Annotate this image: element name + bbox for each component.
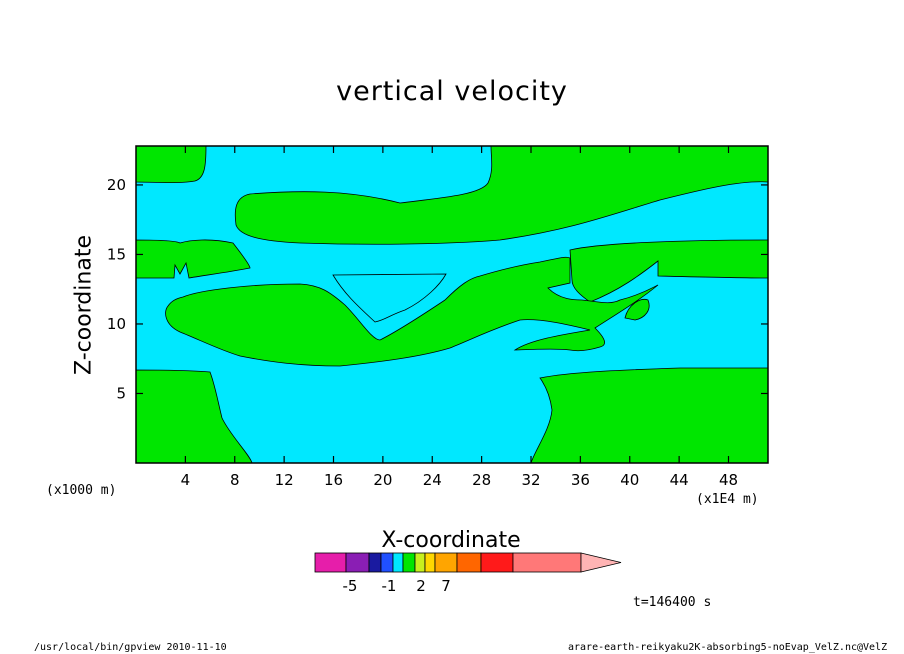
x-tick-label: 36: [571, 471, 590, 489]
x-tick-label: 8: [230, 471, 240, 489]
y-unit-label: (x1000 m): [46, 483, 117, 498]
colorbar-segment: [414, 552, 426, 573]
colorbar-segment: [434, 552, 458, 573]
colorbar-segment: [368, 552, 382, 573]
positive-region-middle: [165, 256, 659, 367]
colorbar-segment: [424, 552, 436, 573]
positive-region-bottom-right: [530, 367, 769, 464]
colorbar-segment: [480, 552, 514, 573]
colorbar-segment: [456, 552, 482, 573]
footer-left: /usr/local/bin/gpview 2010-11-10: [34, 642, 227, 653]
chart-title: vertical velocity: [336, 76, 568, 107]
x-tick-label: 48: [719, 471, 738, 489]
positive-island-small: [624, 298, 650, 321]
x-tick-label: 28: [472, 471, 491, 489]
x-tick-label: 24: [423, 471, 442, 489]
y-tick-label: 20: [107, 176, 126, 194]
x-tick-label: 12: [275, 471, 294, 489]
colorbar-segment: [314, 552, 347, 573]
positive-region-top: [135, 145, 207, 184]
x-unit-label: (x1E4 m): [696, 492, 759, 507]
colorbar-tick-label: 2: [416, 577, 426, 595]
positive-region-upper-band: [234, 145, 769, 245]
colorbar-tick-label: -5: [343, 577, 358, 595]
colorbar-segment: [380, 552, 394, 573]
colorbar-segment: [512, 552, 582, 573]
x-tick-label: 32: [521, 471, 540, 489]
y-tick-label: 5: [116, 384, 126, 402]
plot-frame: [135, 145, 769, 464]
colorbar-tick-label: 7: [441, 577, 451, 595]
negative-island-middle: [332, 273, 447, 323]
x-axis-label: X-coordinate: [381, 528, 521, 553]
time-label: t=146400 s: [633, 595, 712, 610]
y-tick-label: 15: [107, 245, 126, 263]
plot-area: [135, 145, 769, 464]
x-tick-label: 4: [181, 471, 191, 489]
colorbar-arrow: [580, 552, 622, 573]
x-tick-label: 20: [373, 471, 392, 489]
colorbar-segment: [402, 552, 416, 573]
colorbar-segment: [345, 552, 370, 573]
x-tick-label: 16: [324, 471, 343, 489]
footer-right: arare-earth-reikyaku2K-absorbing5-noEvap…: [568, 642, 888, 653]
positive-region-bottom-left: [135, 369, 253, 464]
colorbar: -5 -1 2 7: [314, 552, 622, 595]
colorbar-segment: [392, 552, 404, 573]
y-tick-label: 10: [107, 315, 126, 333]
positive-region-band-left: [135, 239, 251, 279]
colorbar-tick-label: -1: [382, 577, 397, 595]
x-tick-label: 40: [620, 471, 639, 489]
y-axis-label: Z-coordinate: [71, 235, 97, 375]
x-tick-label: 44: [670, 471, 689, 489]
